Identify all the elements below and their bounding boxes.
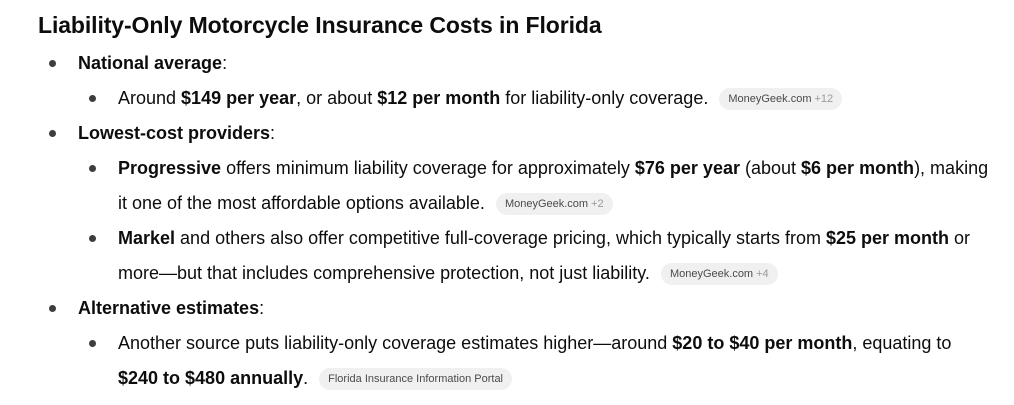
bullet-icon [49, 130, 56, 137]
sub-item-alternative: Another source puts liability-only cover… [78, 326, 1014, 396]
section-heading: Liability-Only Motorcycle Insurance Cost… [38, 12, 602, 38]
bullet-icon [89, 340, 96, 347]
list-item-title: National average [78, 53, 223, 73]
bullet-icon [89, 95, 96, 102]
list-item-national-average: National average: Around $149 per year, … [38, 46, 1014, 116]
bullet-icon [89, 165, 96, 172]
cost-list: National average: Around $149 per year, … [38, 46, 1014, 396]
bullet-icon [49, 305, 56, 312]
sub-list: Around $149 per year, or about $12 per m… [78, 81, 1014, 116]
bullet-icon [89, 235, 96, 242]
bullet-icon [49, 60, 56, 67]
sub-item-progressive: Progressive offers minimum liability cov… [78, 151, 1014, 221]
sub-item-markel: Markel and others also offer competitive… [78, 221, 1014, 291]
sub-list: Another source puts liability-only cover… [78, 326, 1014, 396]
sub-list: Progressive offers minimum liability cov… [78, 151, 1014, 291]
list-item-title: Lowest-cost providers [78, 123, 271, 143]
sub-item-national-average: Around $149 per year, or about $12 per m… [78, 81, 1014, 116]
list-item-lowest-cost: Lowest-cost providers: Progressive offer… [38, 116, 1014, 291]
source-citation-chip[interactable]: Florida Insurance Information Portal [319, 368, 513, 390]
source-citation-chip[interactable]: MoneyGeek.com +4 [660, 263, 778, 285]
list-item-title: Alternative estimates [78, 298, 260, 318]
source-citation-chip[interactable]: MoneyGeek.com +2 [495, 193, 613, 215]
source-citation-chip[interactable]: MoneyGeek.com +12 [719, 88, 843, 110]
list-item-alternative-estimates: Alternative estimates: Another source pu… [38, 291, 1014, 396]
answer-content: Liability-Only Motorcycle Insurance Cost… [38, 12, 1014, 396]
